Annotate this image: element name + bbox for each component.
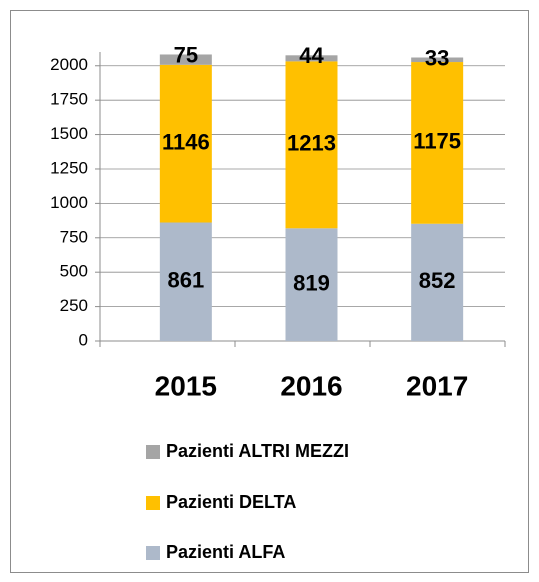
- y-tick-label: 1000: [50, 193, 88, 212]
- data-label: 75: [174, 42, 198, 67]
- legend-swatch: [146, 445, 160, 459]
- data-label: 861: [167, 268, 204, 293]
- legend-label: Pazienti DELTA: [166, 492, 296, 512]
- data-label: 33: [425, 45, 449, 70]
- legend-label: Pazienti ALTRI MEZZI: [166, 441, 349, 461]
- data-label: 819: [293, 270, 330, 295]
- x-tick-label: 2017: [406, 370, 468, 401]
- bar-segment: [159, 54, 212, 65]
- y-tick-label: 1500: [50, 124, 88, 143]
- y-tick-label: 0: [79, 330, 88, 349]
- y-tick-label: 1750: [50, 90, 88, 109]
- legend-swatch: [146, 496, 160, 510]
- bar-segment: [285, 55, 338, 62]
- legend-swatch: [146, 546, 160, 560]
- y-tick-label: 250: [60, 296, 88, 315]
- data-label: 852: [419, 268, 456, 293]
- bar-segment: [285, 61, 338, 229]
- bar-segment: [411, 223, 464, 341]
- data-label: 44: [299, 43, 324, 68]
- y-tick-label: 2000: [50, 55, 88, 74]
- bar-segment: [411, 57, 464, 63]
- data-label: 1213: [287, 131, 336, 156]
- data-label: 1175: [413, 129, 461, 154]
- y-tick-label: 1250: [50, 158, 88, 177]
- x-tick-label: 2016: [280, 370, 342, 401]
- bar-segment: [159, 222, 212, 341]
- y-tick-label: 750: [60, 227, 88, 246]
- bar-segment: [159, 64, 212, 223]
- legend-label: Pazienti ALFA: [166, 542, 285, 562]
- bar-segment: [411, 62, 464, 224]
- data-label: 1146: [162, 129, 210, 154]
- bar-segment: [285, 228, 338, 341]
- y-tick-label: 500: [60, 262, 88, 281]
- x-tick-label: 2015: [155, 370, 217, 401]
